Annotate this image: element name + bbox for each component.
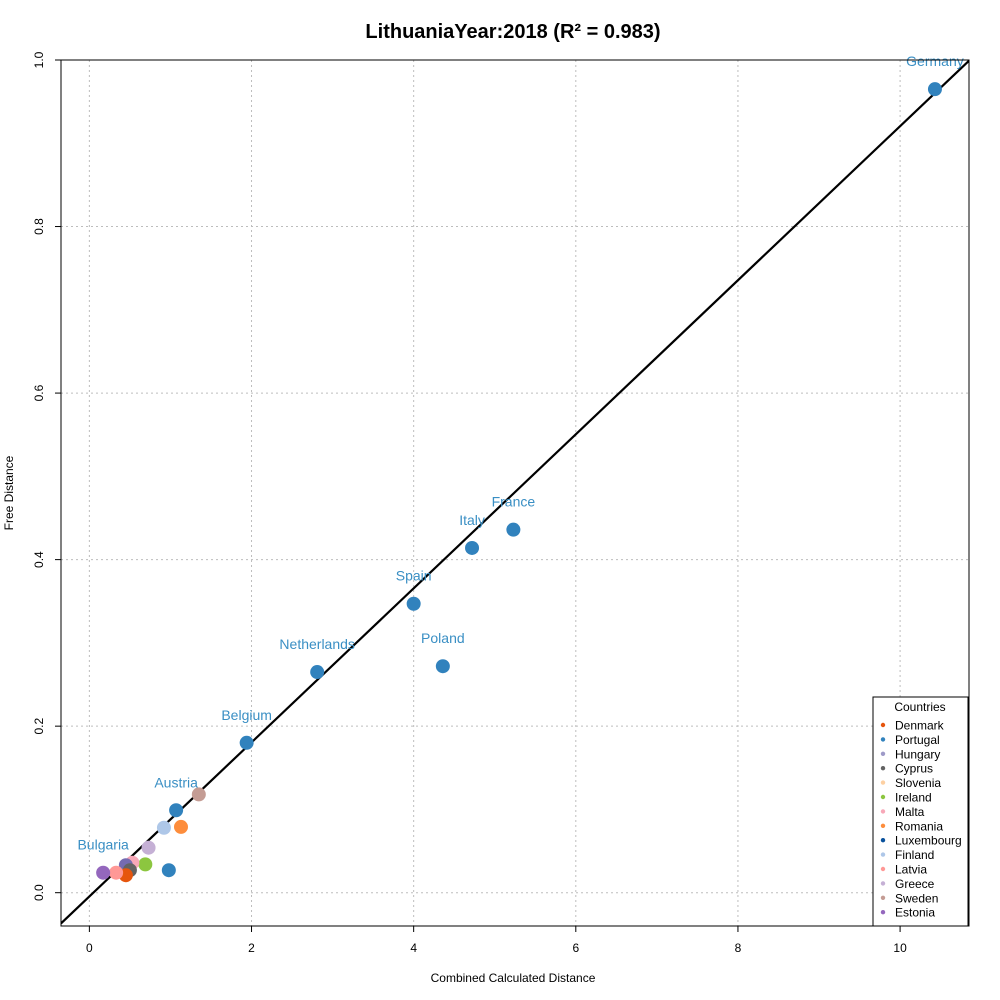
legend-label: Greece bbox=[895, 877, 935, 891]
legend-label: Estonia bbox=[895, 906, 935, 920]
data-point bbox=[191, 787, 206, 802]
legend-label: Malta bbox=[895, 805, 925, 819]
y-tick-label: 0.4 bbox=[32, 551, 46, 568]
legend-box bbox=[872, 696, 969, 927]
point-label: Italy bbox=[459, 512, 485, 528]
point-label: France bbox=[492, 494, 536, 510]
legend-swatch bbox=[880, 910, 886, 915]
point-label: Austria bbox=[154, 774, 198, 790]
regression-line bbox=[61, 60, 969, 925]
legend-swatch bbox=[880, 823, 886, 828]
legend-swatch bbox=[880, 794, 886, 800]
data-point bbox=[239, 735, 254, 750]
x-tick-label: 4 bbox=[410, 941, 417, 955]
legend-label: Denmark bbox=[895, 719, 945, 733]
x-tick-label: 10 bbox=[893, 941, 907, 955]
legend-swatch bbox=[880, 838, 886, 843]
legend: Countries DenmarkPortugalHungaryCyprusSl… bbox=[872, 696, 969, 927]
legend-label: Portugal bbox=[895, 733, 940, 747]
x-tick-label: 8 bbox=[735, 941, 742, 955]
y-axis-title: Free Distance bbox=[2, 455, 16, 530]
point-labels: Germany France Italy Spain Poland Netherlands… bbox=[77, 53, 963, 853]
legend-swatch bbox=[880, 895, 886, 900]
y-tick-label: 1.0 bbox=[32, 51, 46, 68]
plot-frame bbox=[60, 59, 970, 927]
data-point bbox=[161, 863, 176, 878]
legend-label: Luxembourg bbox=[895, 834, 962, 848]
y-axis: 0.0 0.2 0.4 0.6 0.8 1.0 bbox=[32, 51, 61, 901]
x-tick-label: 2 bbox=[248, 941, 255, 955]
data-point bbox=[435, 659, 450, 674]
legend-label: Hungary bbox=[895, 747, 940, 761]
data-point bbox=[138, 857, 153, 872]
legend-swatch bbox=[880, 766, 886, 771]
legend-swatch bbox=[880, 722, 886, 728]
legend-swatch bbox=[880, 751, 886, 756]
legend-label: Romania bbox=[895, 819, 943, 833]
data-points bbox=[96, 82, 942, 883]
x-axis: 0 2 4 6 8 10 bbox=[86, 926, 907, 955]
chart-title: LithuaniaYear:2018 (R² = 0.983) bbox=[365, 21, 660, 43]
data-point bbox=[927, 82, 942, 97]
legend-label: Cyprus bbox=[895, 762, 933, 776]
point-label: Netherlands bbox=[279, 636, 355, 652]
data-point bbox=[141, 840, 156, 855]
legend-label: Sweden bbox=[895, 891, 938, 905]
point-label: Germany bbox=[906, 53, 964, 69]
x-tick-label: 0 bbox=[86, 941, 93, 955]
legend-swatch bbox=[880, 852, 886, 857]
legend-swatch bbox=[880, 866, 886, 872]
point-label: Poland bbox=[421, 630, 465, 646]
regression-line-group bbox=[61, 60, 969, 925]
data-point bbox=[406, 596, 421, 611]
legend-swatch bbox=[880, 780, 886, 785]
data-point bbox=[156, 820, 171, 835]
x-tick-label: 6 bbox=[572, 941, 579, 955]
legend-swatch bbox=[880, 737, 886, 742]
legend-label: Finland bbox=[895, 848, 934, 862]
data-point bbox=[506, 522, 521, 537]
legend-items: DenmarkPortugalHungaryCyprusSloveniaIrel… bbox=[880, 719, 962, 920]
data-point bbox=[109, 865, 124, 880]
x-axis-title: Combined Calculated Distance bbox=[431, 971, 596, 985]
legend-swatch bbox=[880, 881, 886, 886]
data-point bbox=[465, 540, 480, 555]
legend-label: Latvia bbox=[895, 863, 927, 877]
y-tick-label: 0.8 bbox=[32, 218, 46, 235]
point-label: Spain bbox=[396, 568, 432, 584]
y-tick-label: 0.2 bbox=[32, 717, 46, 734]
data-point bbox=[310, 665, 325, 680]
legend-label: Slovenia bbox=[895, 776, 941, 790]
data-point bbox=[173, 819, 188, 834]
point-label: Bulgaria bbox=[77, 837, 129, 853]
data-point bbox=[96, 865, 111, 880]
data-point bbox=[169, 803, 184, 818]
legend-swatch bbox=[880, 809, 886, 814]
y-tick-label: 0.6 bbox=[32, 384, 46, 401]
point-label: Belgium bbox=[221, 707, 272, 723]
legend-label: Ireland bbox=[895, 791, 932, 805]
legend-title: Countries bbox=[894, 700, 945, 714]
y-tick-label: 0.0 bbox=[32, 884, 46, 901]
